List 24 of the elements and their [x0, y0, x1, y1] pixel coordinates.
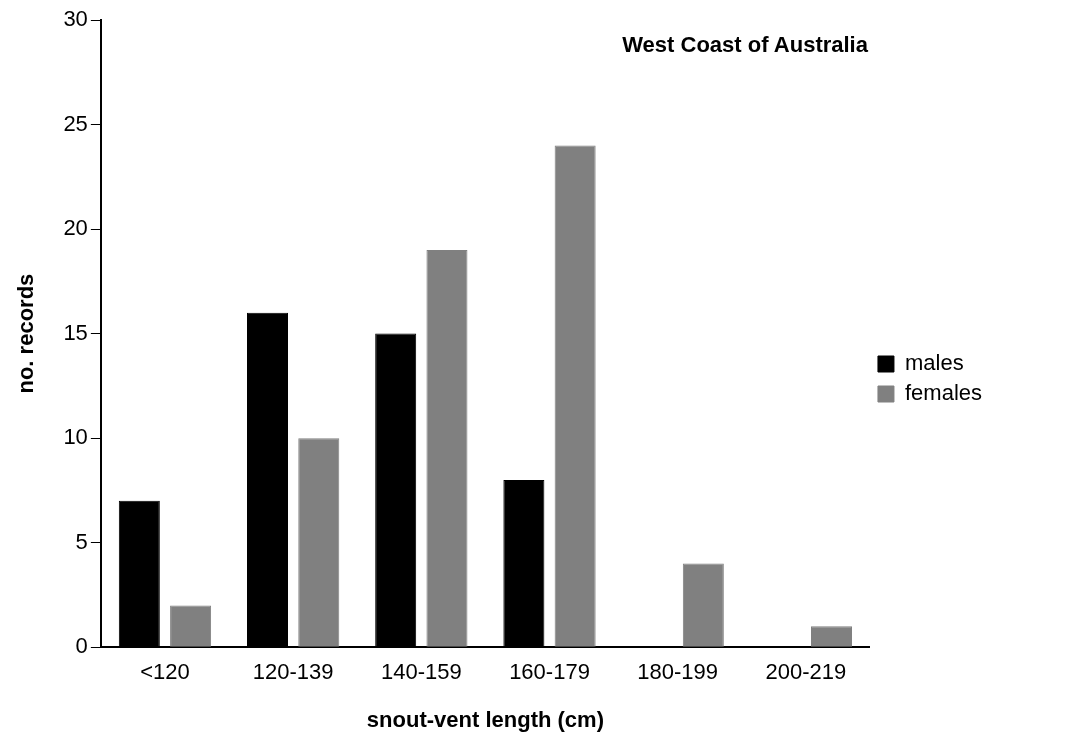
y-tick-label: 30 — [63, 6, 88, 32]
annotation: West Coast of Australia — [622, 32, 869, 58]
x-tick-label: 160-179 — [509, 659, 590, 685]
bar — [426, 249, 468, 647]
bar — [170, 605, 212, 647]
bar — [554, 145, 596, 647]
x-tick-label: 180-199 — [637, 659, 719, 685]
x-tick-label: 200-219 — [765, 659, 847, 685]
x-tick-label: <120 — [140, 659, 190, 685]
bar — [682, 563, 724, 647]
bar — [298, 438, 340, 647]
x-tick-label: 140-159 — [380, 659, 462, 685]
y-tick-label: 25 — [63, 110, 88, 136]
legend-label: females — [904, 380, 983, 406]
y-tick-label: 15 — [63, 319, 88, 345]
y-tick-label: 0 — [75, 633, 88, 659]
y-tick-label: 10 — [63, 424, 88, 450]
legend-label: males — [904, 350, 964, 376]
x-axis-title: snout-vent length (cm) — [366, 706, 604, 732]
y-axis-title: no. records — [13, 273, 39, 394]
y-tick-label: 5 — [75, 528, 88, 554]
y-tick-label: 20 — [63, 215, 88, 241]
x-tick-label: 120-139 — [252, 659, 334, 685]
bar — [811, 626, 853, 647]
